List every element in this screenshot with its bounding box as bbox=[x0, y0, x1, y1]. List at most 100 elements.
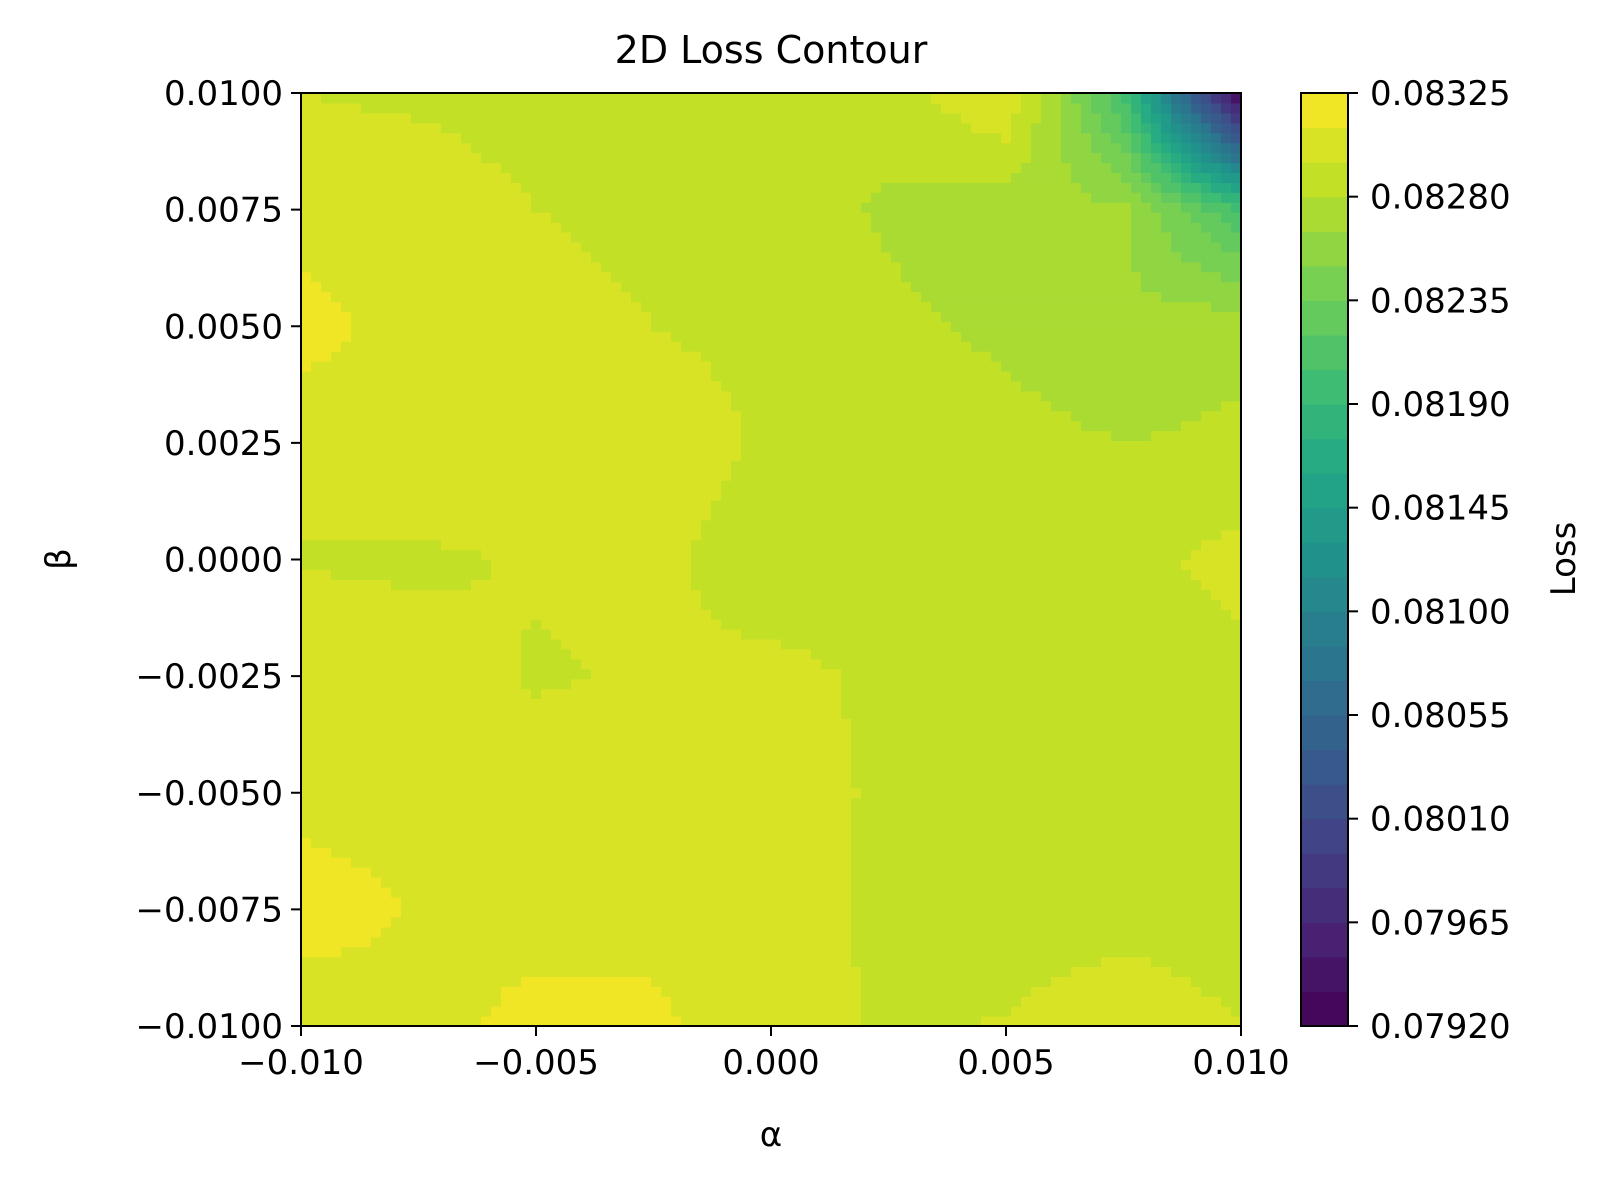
contour-cell bbox=[531, 708, 542, 719]
contour-cell bbox=[901, 787, 912, 799]
contour-cell bbox=[371, 926, 382, 938]
contour-cell bbox=[371, 589, 382, 600]
contour-cell bbox=[431, 609, 442, 620]
contour-cell bbox=[351, 519, 362, 531]
contour-cell bbox=[1141, 807, 1152, 819]
contour-cell bbox=[881, 529, 892, 541]
contour-cell bbox=[391, 896, 402, 908]
contour-cell bbox=[331, 936, 342, 948]
contour-cell bbox=[951, 767, 962, 779]
contour-cell bbox=[731, 579, 742, 590]
contour-cell bbox=[891, 797, 902, 809]
contour-cell bbox=[561, 748, 572, 759]
contour-cell bbox=[1011, 966, 1022, 977]
contour-cell bbox=[381, 777, 392, 789]
contour-cell bbox=[711, 976, 722, 987]
contour-cell bbox=[501, 867, 512, 878]
contour-cell bbox=[791, 758, 802, 769]
contour-cell bbox=[541, 678, 552, 690]
contour-cell bbox=[931, 668, 942, 680]
contour-cell bbox=[871, 718, 882, 729]
contour-cell bbox=[681, 767, 692, 779]
contour-cell bbox=[571, 718, 582, 729]
contour-cell bbox=[1191, 797, 1202, 809]
contour-cell bbox=[741, 708, 752, 719]
contour-cell bbox=[1071, 638, 1082, 650]
contour-cell bbox=[391, 668, 402, 680]
contour-cell bbox=[661, 946, 672, 958]
contour-cell bbox=[881, 718, 892, 729]
contour-cell bbox=[831, 797, 842, 809]
contour-cell bbox=[971, 619, 982, 630]
contour-cell bbox=[661, 916, 672, 928]
contour-cell bbox=[691, 847, 702, 858]
contour-cell bbox=[1071, 966, 1082, 977]
contour-cell bbox=[841, 758, 852, 769]
contour-cell bbox=[651, 946, 662, 958]
contour-cell bbox=[731, 509, 742, 521]
contour-cell bbox=[851, 916, 862, 928]
contour-cell bbox=[1161, 996, 1172, 1007]
contour-cell bbox=[951, 738, 962, 749]
contour-cell bbox=[301, 748, 312, 759]
contour-cell bbox=[901, 509, 912, 521]
contour-cell bbox=[961, 648, 972, 660]
contour-cell bbox=[1101, 748, 1112, 759]
contour-cell bbox=[631, 986, 642, 997]
contour-cell bbox=[361, 688, 372, 700]
contour-cell bbox=[811, 758, 822, 769]
contour-cell bbox=[471, 837, 482, 848]
contour-cell bbox=[331, 877, 342, 888]
contour-cell bbox=[971, 797, 982, 809]
contour-cell bbox=[501, 509, 512, 521]
contour-cell bbox=[601, 599, 612, 610]
contour-cell bbox=[351, 1016, 362, 1026]
contour-cell bbox=[1011, 668, 1022, 680]
contour-cell bbox=[461, 996, 472, 1007]
contour-cell bbox=[611, 708, 622, 719]
contour-cell bbox=[641, 648, 652, 660]
contour-cell bbox=[551, 708, 562, 719]
contour-cell bbox=[531, 857, 542, 868]
contour-cell bbox=[331, 926, 342, 938]
contour-cell bbox=[691, 797, 702, 809]
contour-cell bbox=[1191, 599, 1202, 610]
contour-cell bbox=[1071, 678, 1082, 690]
contour-cell bbox=[751, 708, 762, 719]
contour-cell bbox=[581, 896, 592, 908]
contour-cell bbox=[411, 599, 422, 610]
contour-cell bbox=[1081, 877, 1092, 888]
contour-cell bbox=[521, 758, 532, 769]
contour-cell bbox=[841, 807, 852, 819]
contour-cell bbox=[661, 777, 672, 789]
contour-cell bbox=[1111, 896, 1122, 908]
contour-cell bbox=[311, 559, 322, 571]
contour-cell bbox=[781, 549, 792, 561]
contour-cell bbox=[791, 956, 802, 968]
contour-cell bbox=[691, 887, 702, 898]
contour-cell bbox=[631, 916, 642, 928]
contour-cell bbox=[1081, 986, 1092, 997]
contour-cell bbox=[771, 777, 782, 789]
contour-cell bbox=[451, 638, 462, 650]
contour-cell bbox=[371, 738, 382, 749]
contour-cell bbox=[831, 976, 842, 987]
contour-cell bbox=[1211, 827, 1222, 839]
contour-cell bbox=[631, 569, 642, 580]
contour-cell bbox=[1221, 777, 1232, 789]
contour-cell bbox=[721, 519, 732, 531]
contour-cell bbox=[791, 807, 802, 819]
contour-cell bbox=[421, 559, 432, 571]
contour-cell bbox=[1071, 797, 1082, 809]
contour-cell bbox=[861, 559, 872, 571]
contour-cell bbox=[461, 569, 472, 580]
contour-cell bbox=[321, 767, 332, 779]
contour-cell bbox=[621, 718, 632, 729]
contour-cell bbox=[551, 678, 562, 690]
contour-cell bbox=[821, 936, 832, 948]
contour-cell bbox=[651, 499, 662, 511]
contour-cell bbox=[911, 688, 922, 700]
contour-cell bbox=[381, 599, 392, 610]
contour-cell bbox=[781, 857, 792, 868]
contour-cell bbox=[431, 599, 442, 610]
